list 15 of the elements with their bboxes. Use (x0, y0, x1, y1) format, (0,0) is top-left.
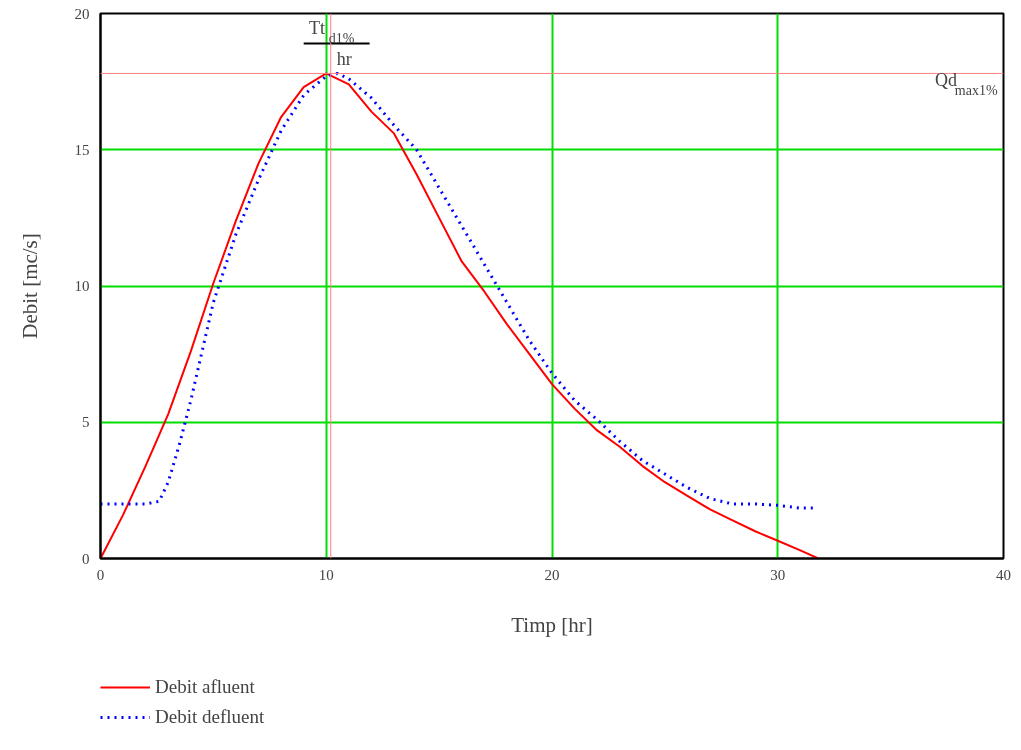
x-tick-label: 10 (318, 566, 334, 583)
y-tick-label: 20 (74, 5, 90, 22)
x-tick-label: 20 (544, 566, 560, 583)
annotation: hr (336, 49, 352, 70)
legend-label: Debit defluent (155, 706, 265, 728)
y-tick-label: 10 (74, 278, 90, 294)
x-tick-label: 0 (96, 566, 105, 583)
y-tick-label: 5 (82, 414, 90, 431)
x-tick-label: 30 (770, 566, 786, 583)
y-tick-label: 15 (74, 141, 90, 158)
legend-label: Debit afluent (155, 676, 255, 698)
y-tick-label: 0 (82, 550, 90, 567)
x-tick-label: 40 (996, 566, 1011, 583)
x-axis-title: Timp [hr] (511, 612, 593, 637)
y-axis-title: Debit [mc/s] (17, 233, 42, 339)
